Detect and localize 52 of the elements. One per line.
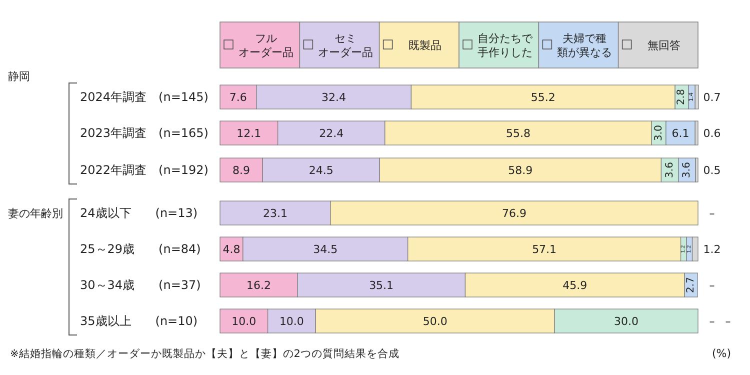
data-label: 50.0 xyxy=(422,315,448,328)
text: (%) xyxy=(712,347,732,360)
legend-label: 既製品 xyxy=(408,39,442,52)
data-label: 3.0 xyxy=(653,125,664,141)
data-label: 23.1 xyxy=(262,207,288,220)
data-label: 10.0 xyxy=(279,315,304,328)
data-label: 8.9 xyxy=(232,164,250,177)
y-tick-label: 35歳以上 (n=10) xyxy=(80,314,198,328)
data-label: 0.7 xyxy=(703,91,721,104)
legend-label: 無回答 xyxy=(648,39,681,52)
data-label: 2.7 xyxy=(686,277,697,293)
legend-label: 自分たちで手作りした xyxy=(477,32,534,59)
data-label: 55.8 xyxy=(506,127,531,140)
data-label: 2.8 xyxy=(676,89,688,105)
data-label: 32.4 xyxy=(322,91,346,104)
data-label: 24.5 xyxy=(308,164,334,177)
y-tick-label: 24歳以下 (n=13) xyxy=(80,206,198,220)
data-label: 6.1 xyxy=(672,127,690,140)
data-label: 0.5 xyxy=(703,164,721,177)
text: 妻の年齢別 xyxy=(8,207,63,220)
legend-label: セミオーダー品 xyxy=(318,32,373,59)
y-tick-label: 25～29歳 (n=84) xyxy=(80,242,201,256)
y-tick-label: 2022年調査 (n=192) xyxy=(80,163,208,177)
data-label: 57.1 xyxy=(532,243,557,256)
data-label: 55.2 xyxy=(530,91,556,104)
text: 静岡 xyxy=(8,70,30,83)
data-label: – xyxy=(709,315,715,328)
data-label: 3.6 xyxy=(664,162,676,178)
data-label: 76.9 xyxy=(502,207,526,220)
legend-label: 夫婦で種類が異なる xyxy=(557,32,612,59)
data-label: 0.6 xyxy=(703,127,721,140)
data-label: 4.8 xyxy=(222,243,240,256)
data-label: 12.1 xyxy=(236,127,262,140)
data-label: – xyxy=(709,279,715,292)
data-label: 1.2 xyxy=(703,243,721,256)
data-label: – xyxy=(709,207,715,220)
data-label: – xyxy=(725,315,731,328)
data-label: 34.5 xyxy=(313,243,338,256)
data-label: 16.2 xyxy=(246,279,271,292)
data-label: 45.9 xyxy=(562,279,588,292)
y-tick-label: 30～34歳 (n=37) xyxy=(80,278,201,292)
legend-label: フルオーダー品 xyxy=(238,32,294,59)
data-label: 3.6 xyxy=(682,162,693,178)
data-label: 10.0 xyxy=(232,315,256,328)
y-tick-label: 2024年調査 (n=145) xyxy=(80,90,208,104)
text: ※結婚指輪の種類／オーダーか既製品か【夫】と【妻】の2つの質問結果を合成 xyxy=(10,347,400,360)
data-label: 30.0 xyxy=(614,315,639,328)
data-label: 58.9 xyxy=(508,164,533,177)
data-label: 35.1 xyxy=(369,279,394,292)
data-label: 7.6 xyxy=(229,91,247,104)
y-tick-label: 2023年調査 (n=165) xyxy=(80,126,208,140)
data-label: 22.4 xyxy=(319,127,344,140)
